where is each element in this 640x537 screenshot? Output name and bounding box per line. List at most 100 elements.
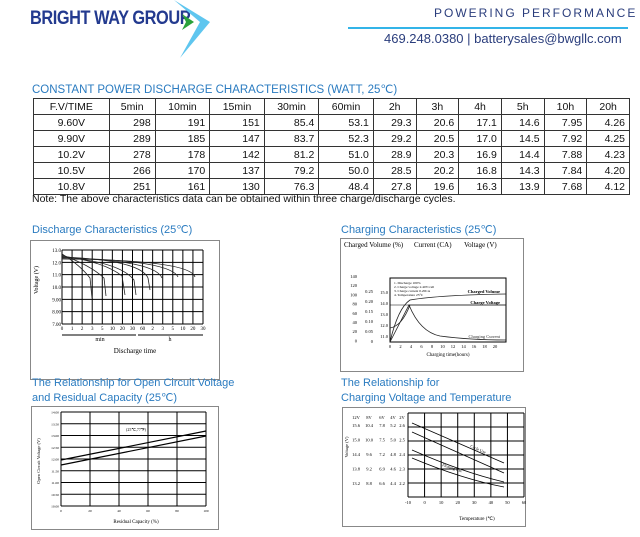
column-header: 10min	[154, 98, 211, 115]
curve-7	[61, 257, 179, 278]
v-tick-label: 15.0	[380, 290, 389, 295]
cycle-use-label: Cycle Use	[470, 443, 487, 454]
x-tick-label: 2	[399, 344, 401, 349]
y-tick-label: 12.0	[52, 261, 61, 266]
condition-note: 1. Discharge 100%	[394, 281, 421, 285]
scale-tick-label: 9.6	[366, 452, 372, 457]
condition-note: 2. Charge voltage 2.40V/cell	[394, 285, 434, 289]
ca-tick-label: 0.10	[365, 319, 374, 324]
x-tick-label: -10	[405, 500, 412, 505]
scale-tick-label: 2.6	[399, 423, 405, 428]
ocv-chart: 14.00 13.50 13.00 12.50 12.00 11.50 11.00 10.50…	[31, 406, 219, 530]
table-cell: 289	[108, 130, 156, 147]
table-cell: 7.84	[543, 162, 588, 179]
v-tick-label: 14.0	[380, 301, 389, 306]
ocv-upper-line	[60, 430, 207, 461]
x-tick-label: 10	[110, 327, 116, 332]
charge-voltage-curve	[389, 304, 506, 329]
x-tick-label: 30	[201, 327, 207, 332]
table-cell: 19.6	[415, 178, 460, 195]
discharge-curves	[61, 253, 196, 299]
table-cell: 9.60V	[33, 114, 110, 131]
table-cell: 28.5	[372, 162, 417, 179]
x-tick-label: 60	[146, 509, 150, 513]
x-tick-label: 20	[88, 509, 92, 513]
scale-tick-label: 15.0	[352, 438, 361, 443]
scale-tick-label: 2.5	[399, 438, 405, 443]
pct-tick-label: 120	[350, 283, 358, 288]
curve-8	[61, 258, 196, 278]
voltage-header: 8V	[366, 415, 372, 420]
table-cell: 10.5V	[33, 162, 110, 179]
logo-chevron-icon	[174, 0, 210, 58]
scale-tick-label: 4.8	[390, 452, 396, 457]
x-axis-label: Charging time(hours)	[426, 353, 469, 358]
y-tick-label: 13.50	[51, 422, 59, 426]
x-tick-label: 0	[389, 344, 392, 349]
ca-tick-label: 0.25	[365, 289, 374, 294]
axis-header-ca: Current (CA)	[414, 241, 452, 249]
table-cell: 137	[209, 162, 265, 179]
table-cell: 7.88	[543, 146, 588, 163]
voltage-header: 6V	[379, 415, 385, 420]
scale-tick-label: 2.2	[399, 481, 405, 486]
column-header: F.V/TIME	[33, 98, 110, 115]
table-cell: 53.1	[318, 114, 374, 131]
pct-tick-label: 100	[350, 292, 358, 297]
x-axis-label: Discharge time	[114, 347, 156, 355]
table-cell: 7.95	[543, 114, 588, 131]
scale-tick-label: 5.0	[390, 438, 396, 443]
y-tick-label: 7.00	[52, 323, 61, 328]
y-tick-label: 11.50	[51, 469, 59, 473]
x-tick-label: 14	[461, 344, 466, 349]
x-tick-label: 16	[472, 344, 477, 349]
table-cell: 28.9	[372, 146, 417, 163]
x-tick-label: 40	[117, 509, 121, 513]
table-cell: 20.3	[415, 146, 460, 163]
scale-tick-label: 7.5	[379, 438, 385, 443]
v-tick-label: 12.0	[380, 323, 389, 328]
table-cell: 14.6	[500, 114, 545, 131]
x-tick-label: 60	[140, 327, 146, 332]
charged-volume-label: Charged Volume	[468, 289, 500, 294]
y-tick-label: 11.00	[51, 481, 59, 485]
charging-current-label: Charging Current	[468, 334, 500, 339]
table-cell: 191	[154, 114, 211, 131]
table-cell: 4.20	[586, 162, 630, 179]
scale-tick-label: 8.8	[366, 481, 372, 486]
company-logo: BRIGHT WAY GROUP	[30, 8, 191, 30]
x-tick-label: 5	[101, 327, 104, 332]
pct-tick-label: 20	[353, 329, 358, 334]
ca-tick-label: 0.20	[365, 299, 374, 304]
pct-tick-label: 60	[353, 311, 358, 316]
scale-tick-label: 13.2	[352, 481, 360, 486]
table-cell: 14.3	[500, 162, 545, 179]
table-cell: 83.7	[263, 130, 320, 147]
charging-current-curve	[389, 304, 507, 343]
temp-chart-title-2: Charging Voltage and Temperature	[341, 392, 512, 404]
x-tick-label: 20	[493, 344, 498, 349]
ca-tick-label: 0	[371, 339, 374, 344]
x-tick-label: 30	[130, 327, 136, 332]
table-cell: 298	[108, 114, 156, 131]
y-tick-label: 10.00	[51, 505, 59, 509]
table-row: 10.8V 251 161 130 76.3 48.4 27.8 19.6 16.3 13.9 7.…	[33, 178, 630, 195]
pct-tick-label: 40	[353, 320, 358, 325]
voltage-header: 12V	[352, 415, 361, 420]
y-tick-label: 8.00	[52, 311, 61, 316]
table-cell: 50.0	[318, 162, 374, 179]
table-cell: 178	[154, 146, 211, 163]
column-header: 60min	[318, 98, 374, 115]
table-cell: 7.92	[543, 130, 588, 147]
discharge-table: F.V/TIME 5min 10min 15min 30min 60min 2h 3h 4h 5h…	[33, 98, 630, 195]
table-cell: 10.8V	[33, 178, 110, 195]
y-axis-label: Open Circuit Voltage (V)	[36, 438, 41, 484]
discharge-chart: 13.0 12.0 11.0 10.0 9.00 8.00 7.00 Voltage (V)…	[30, 240, 220, 380]
unit-min: min	[95, 337, 104, 343]
annotation: (25℃,77℉)	[126, 427, 147, 433]
table-note: Note: The above characteristics data can…	[32, 193, 456, 205]
scale-tick-label: 6.9	[379, 467, 385, 472]
table-cell: 14.4	[500, 146, 545, 163]
ca-tick-label: 0.05	[365, 329, 374, 334]
table-cell: 79.2	[263, 162, 320, 179]
